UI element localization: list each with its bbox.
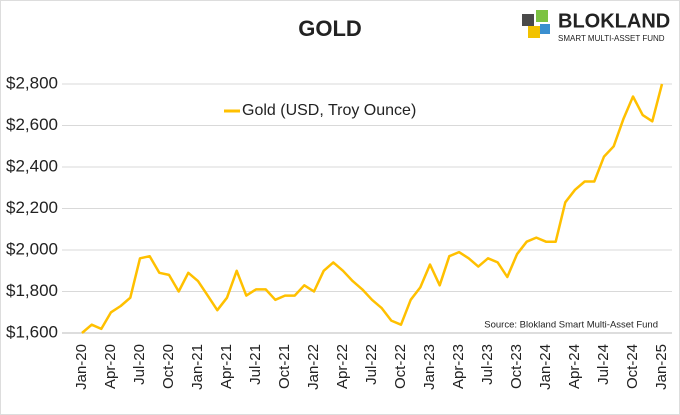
chart-title: GOLD xyxy=(298,16,362,41)
x-tick-label: Jan-21 xyxy=(189,344,206,390)
logo-icon xyxy=(522,10,550,38)
y-tick-label: $2,600 xyxy=(6,115,58,134)
y-tick-label: $2,400 xyxy=(6,156,58,175)
x-tick-label: Apr-23 xyxy=(450,344,467,389)
x-tick-label: Oct-22 xyxy=(392,344,409,389)
y-tick-label: $2,200 xyxy=(6,198,58,217)
x-tick-label: Oct-21 xyxy=(276,344,293,389)
y-tick-label: $1,800 xyxy=(6,281,58,300)
y-tick-label: $2,000 xyxy=(6,239,58,258)
x-tick-label: Oct-20 xyxy=(160,344,177,389)
x-tick-label: Apr-20 xyxy=(102,344,119,389)
series-line xyxy=(81,83,664,334)
x-tick-label: Jan-25 xyxy=(653,344,670,390)
x-tick-label: Apr-21 xyxy=(218,344,235,389)
x-tick-label: Apr-22 xyxy=(334,344,351,389)
x-tick-label: Jul-21 xyxy=(247,344,264,385)
x-tick-label: Jan-23 xyxy=(421,344,438,390)
logo-name: BLOKLAND xyxy=(558,10,670,32)
x-tick-label: Oct-24 xyxy=(624,344,641,389)
x-tick-label: Jul-22 xyxy=(363,344,380,385)
logo-tagline: SMART MULTI-ASSET FUND xyxy=(558,34,665,43)
x-tick-label: Jan-22 xyxy=(305,344,322,390)
x-tick-label: Jul-20 xyxy=(131,344,148,385)
x-tick-label: Jul-23 xyxy=(479,344,496,385)
x-tick-label: Jul-24 xyxy=(595,344,612,385)
y-tick-label: $1,600 xyxy=(6,322,58,341)
y-tick-label: $2,800 xyxy=(6,73,58,92)
x-tick-label: Oct-23 xyxy=(508,344,525,389)
x-tick-label: Jan-20 xyxy=(73,344,90,390)
legend-label: Gold (USD, Troy Ounce) xyxy=(242,102,416,119)
x-tick-label: Apr-24 xyxy=(566,344,583,389)
x-tick-label: Jan-24 xyxy=(537,344,554,390)
source-note: Source: Blokland Smart Multi-Asset Fund xyxy=(484,320,658,331)
